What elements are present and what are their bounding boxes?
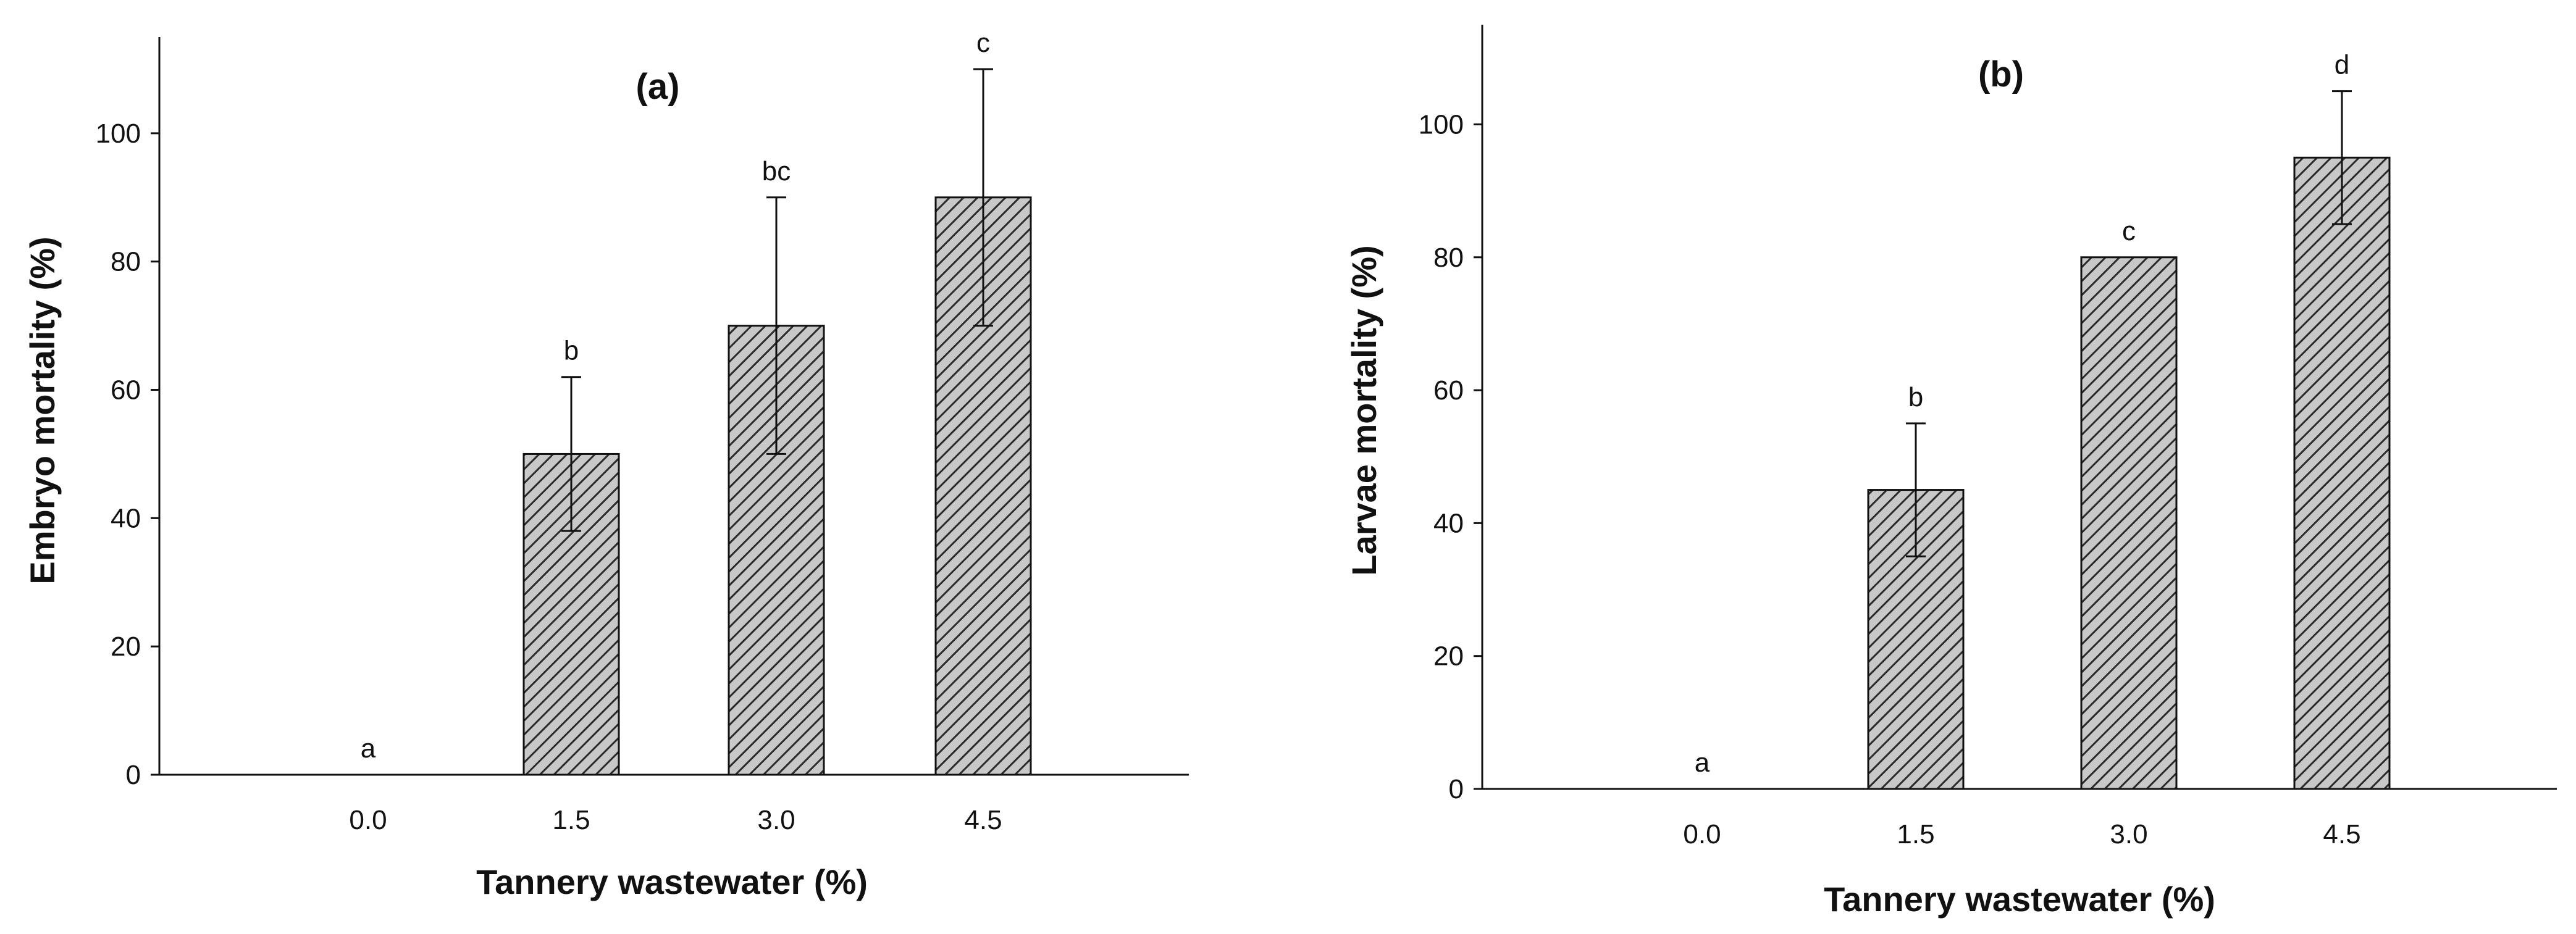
x-tick-label: 0.0 — [1683, 819, 1721, 849]
x-tick-label: 1.5 — [552, 805, 590, 835]
y-tick-label: 100 — [96, 119, 141, 149]
axes-b — [1474, 25, 2557, 790]
panel-b: 0.0 1.5 3.0 4.5 0 20 40 60 80 100 a b c d (b) Tanne… — [1345, 25, 2557, 919]
significance-label: bc — [762, 156, 791, 186]
bar — [2080, 256, 2178, 790]
significance-label: b — [564, 336, 579, 366]
error-bars-b — [1906, 90, 2352, 557]
bar — [2293, 156, 2391, 790]
x-tick-label: 3.0 — [757, 805, 795, 835]
x-tick-label: 4.5 — [2323, 819, 2360, 849]
y-tick-labels-b: 0 20 40 60 80 100 — [1419, 109, 1464, 804]
panel-title-b: (b) — [1978, 54, 2024, 94]
x-tick-label: 4.5 — [964, 805, 1002, 835]
x-axis-label-b: Tannery wastewater (%) — [1824, 880, 2215, 919]
x-tick-labels-a: 0.0 1.5 3.0 4.5 — [349, 805, 1002, 835]
x-tick-label: 0.0 — [349, 805, 387, 835]
significance-label: b — [1908, 382, 1923, 412]
y-tick-label: 80 — [1433, 243, 1464, 273]
panel-title-a: (a) — [636, 67, 680, 107]
panel-a: 0.0 1.5 3.0 4.5 0 20 40 60 80 100 a b bc c (a) Tann… — [23, 28, 1189, 901]
y-tick-label: 0 — [126, 760, 141, 790]
significance-label: c — [976, 28, 990, 58]
y-tick-label: 40 — [1433, 508, 1464, 538]
significance-label: a — [1695, 748, 1710, 778]
x-tick-label: 1.5 — [1897, 819, 1934, 849]
significance-labels-b: a b c d — [1695, 50, 2349, 778]
x-tick-label: 3.0 — [2110, 819, 2147, 849]
significance-label: d — [2335, 50, 2349, 80]
y-tick-label: 20 — [1433, 641, 1464, 672]
y-tick-label: 100 — [1419, 109, 1464, 140]
error-bars-a — [561, 68, 993, 532]
y-tick-labels-a: 0 20 40 60 80 100 — [96, 119, 141, 790]
significance-label: c — [2122, 216, 2136, 246]
y-tick-label: 40 — [111, 503, 141, 533]
x-tick-labels-b: 0.0 1.5 3.0 4.5 — [1683, 819, 2360, 849]
bars-b — [1867, 156, 2391, 790]
significance-labels-a: a b bc c — [361, 28, 990, 764]
y-tick-label: 0 — [1449, 774, 1464, 804]
axes-a — [151, 37, 1189, 776]
y-tick-label: 60 — [111, 375, 141, 406]
x-axis-label-a: Tannery wastewater (%) — [476, 862, 868, 901]
y-tick-label: 80 — [111, 247, 141, 277]
significance-label: a — [361, 733, 376, 764]
y-tick-label: 20 — [111, 632, 141, 662]
y-axis-label-b: Larvae mortality (%) — [1345, 245, 1383, 575]
y-tick-label: 60 — [1433, 375, 1464, 406]
y-axis-label-a: Embryo mortality (%) — [23, 236, 62, 584]
